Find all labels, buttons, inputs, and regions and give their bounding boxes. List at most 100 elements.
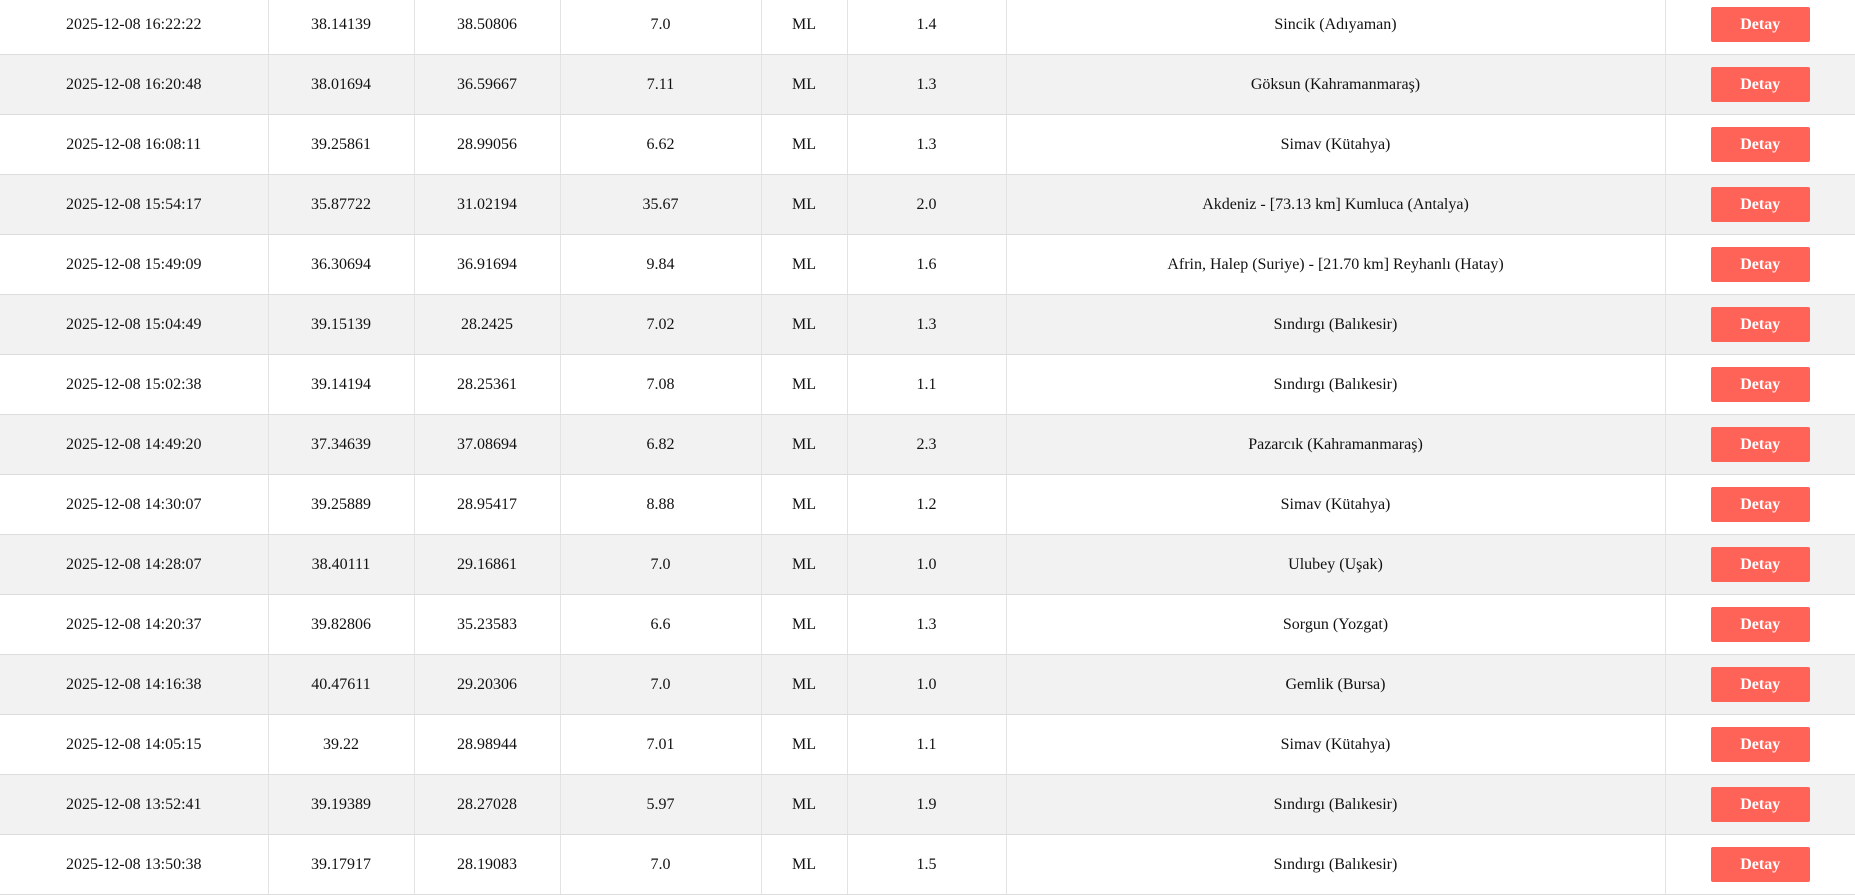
magnitude-cell: 1.1 xyxy=(847,714,1007,775)
detail-button[interactable]: Detay xyxy=(1710,187,1810,222)
longitude-cell: 35.23583 xyxy=(414,594,561,655)
depth-cell: 7.02 xyxy=(560,294,762,355)
detail-button[interactable]: Detay xyxy=(1710,7,1810,42)
location-cell: Sındırgı (Balıkesir) xyxy=(1006,774,1666,835)
longitude-cell: 28.25361 xyxy=(414,354,561,415)
detail-button[interactable]: Detay xyxy=(1710,847,1810,882)
latitude-cell: 36.30694 xyxy=(268,234,415,295)
latitude-cell: 38.01694 xyxy=(268,54,415,115)
action-cell: Detay xyxy=(1665,174,1855,235)
detail-button[interactable]: Detay xyxy=(1710,247,1810,282)
magnitude-cell: 1.3 xyxy=(847,54,1007,115)
magnitude-type-cell: ML xyxy=(761,414,848,475)
latitude-cell: 39.15139 xyxy=(268,294,415,355)
latitude-cell: 40.47611 xyxy=(268,654,415,715)
date-cell: 2025-12-08 15:04:49 xyxy=(0,294,269,355)
detail-button[interactable]: Detay xyxy=(1710,787,1810,822)
table-row: 2025-12-08 14:20:37 39.82806 35.23583 6.6 ML… xyxy=(0,594,1855,655)
depth-cell: 5.97 xyxy=(560,774,762,835)
detail-button[interactable]: Detay xyxy=(1710,367,1810,402)
action-cell: Detay xyxy=(1665,534,1855,595)
action-cell: Detay xyxy=(1665,354,1855,415)
action-cell: Detay xyxy=(1665,654,1855,715)
location-cell: Sındırgı (Balıkesir) xyxy=(1006,834,1666,895)
action-cell: Detay xyxy=(1665,114,1855,175)
magnitude-cell: 1.6 xyxy=(847,234,1007,295)
action-cell: Detay xyxy=(1665,294,1855,355)
detail-button[interactable]: Detay xyxy=(1710,307,1810,342)
longitude-cell: 28.19083 xyxy=(414,834,561,895)
magnitude-type-cell: ML xyxy=(761,114,848,175)
magnitude-type-cell: ML xyxy=(761,294,848,355)
location-cell: Sındırgı (Balıkesir) xyxy=(1006,294,1666,355)
action-cell: Detay xyxy=(1665,714,1855,775)
magnitude-cell: 1.1 xyxy=(847,354,1007,415)
magnitude-cell: 2.3 xyxy=(847,414,1007,475)
latitude-cell: 35.87722 xyxy=(268,174,415,235)
depth-cell: 7.0 xyxy=(560,0,762,55)
detail-button[interactable]: Detay xyxy=(1710,547,1810,582)
magnitude-cell: 1.9 xyxy=(847,774,1007,835)
depth-cell: 7.08 xyxy=(560,354,762,415)
magnitude-type-cell: ML xyxy=(761,534,848,595)
magnitude-cell: 1.3 xyxy=(847,294,1007,355)
detail-button[interactable]: Detay xyxy=(1710,727,1810,762)
depth-cell: 8.88 xyxy=(560,474,762,535)
date-cell: 2025-12-08 13:50:38 xyxy=(0,834,269,895)
detail-button[interactable]: Detay xyxy=(1710,127,1810,162)
location-cell: Sincik (Adıyaman) xyxy=(1006,0,1666,55)
table-row: 2025-12-08 13:52:41 39.19389 28.27028 5.97 M… xyxy=(0,774,1855,835)
magnitude-type-cell: ML xyxy=(761,594,848,655)
latitude-cell: 38.14139 xyxy=(268,0,415,55)
latitude-cell: 39.17917 xyxy=(268,834,415,895)
location-cell: Göksun (Kahramanmaraş) xyxy=(1006,54,1666,115)
date-cell: 2025-12-08 16:20:48 xyxy=(0,54,269,115)
magnitude-cell: 1.4 xyxy=(847,0,1007,55)
longitude-cell: 28.95417 xyxy=(414,474,561,535)
detail-button[interactable]: Detay xyxy=(1710,487,1810,522)
latitude-cell: 39.82806 xyxy=(268,594,415,655)
magnitude-cell: 1.0 xyxy=(847,654,1007,715)
depth-cell: 7.0 xyxy=(560,654,762,715)
table-row: 2025-12-08 14:28:07 38.40111 29.16861 7.0 ML… xyxy=(0,534,1855,595)
magnitude-cell: 1.3 xyxy=(847,114,1007,175)
longitude-cell: 36.59667 xyxy=(414,54,561,115)
magnitude-cell: 1.5 xyxy=(847,834,1007,895)
magnitude-cell: 1.3 xyxy=(847,594,1007,655)
longitude-cell: 28.98944 xyxy=(414,714,561,775)
depth-cell: 6.62 xyxy=(560,114,762,175)
latitude-cell: 39.22 xyxy=(268,714,415,775)
detail-button[interactable]: Detay xyxy=(1710,427,1810,462)
table-row: 2025-12-08 14:49:20 37.34639 37.08694 6.82 M… xyxy=(0,414,1855,475)
longitude-cell: 38.50806 xyxy=(414,0,561,55)
magnitude-type-cell: ML xyxy=(761,54,848,115)
longitude-cell: 28.27028 xyxy=(414,774,561,835)
date-cell: 2025-12-08 14:05:15 xyxy=(0,714,269,775)
depth-cell: 6.82 xyxy=(560,414,762,475)
magnitude-type-cell: ML xyxy=(761,834,848,895)
location-cell: Sorgun (Yozgat) xyxy=(1006,594,1666,655)
table-row: 2025-12-08 16:22:22 38.14139 38.50806 7.0 ML… xyxy=(0,0,1855,55)
location-cell: Akdeniz - [73.13 km] Kumluca (Antalya) xyxy=(1006,174,1666,235)
table-row: 2025-12-08 15:02:38 39.14194 28.25361 7.08 M… xyxy=(0,354,1855,415)
longitude-cell: 29.16861 xyxy=(414,534,561,595)
depth-cell: 7.11 xyxy=(560,54,762,115)
detail-button[interactable]: Detay xyxy=(1710,607,1810,642)
magnitude-cell: 2.0 xyxy=(847,174,1007,235)
depth-cell: 35.67 xyxy=(560,174,762,235)
table-row: 2025-12-08 16:08:11 39.25861 28.99056 6.62 M… xyxy=(0,114,1855,175)
date-cell: 2025-12-08 14:20:37 xyxy=(0,594,269,655)
date-cell: 2025-12-08 15:02:38 xyxy=(0,354,269,415)
date-cell: 2025-12-08 14:30:07 xyxy=(0,474,269,535)
table-row: 2025-12-08 16:20:48 38.01694 36.59667 7.11 M… xyxy=(0,54,1855,115)
latitude-cell: 39.25889 xyxy=(268,474,415,535)
location-cell: Ulubey (Uşak) xyxy=(1006,534,1666,595)
detail-button[interactable]: Detay xyxy=(1710,667,1810,702)
detail-button[interactable]: Detay xyxy=(1710,67,1810,102)
depth-cell: 6.6 xyxy=(560,594,762,655)
location-cell: Afrin, Halep (Suriye) - [21.70 km] Reyha… xyxy=(1006,234,1666,295)
location-cell: Gemlik (Bursa) xyxy=(1006,654,1666,715)
magnitude-type-cell: ML xyxy=(761,774,848,835)
longitude-cell: 28.99056 xyxy=(414,114,561,175)
